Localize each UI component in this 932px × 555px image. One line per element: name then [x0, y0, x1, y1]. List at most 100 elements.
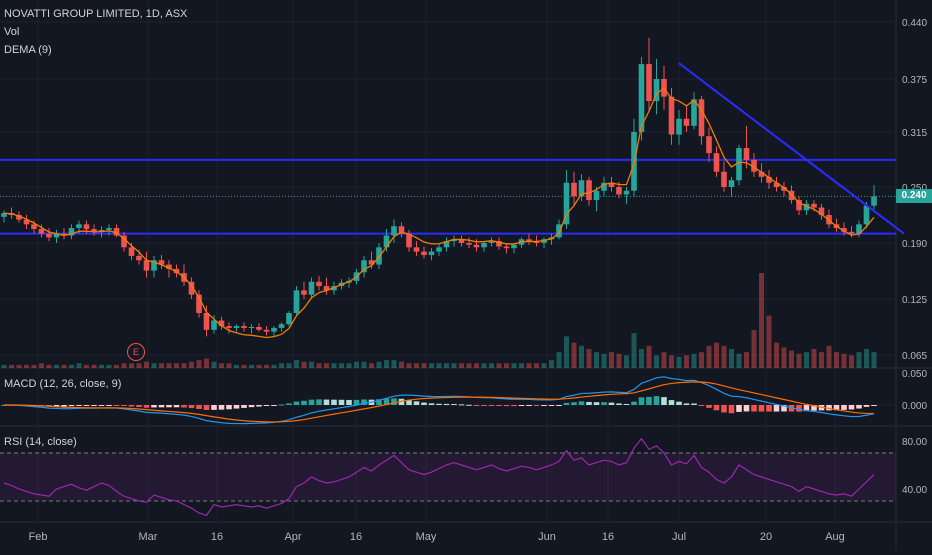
- signal-line: [3, 381, 875, 423]
- rsi-legend: RSI (14, close): [4, 436, 77, 448]
- candle-body: [46, 233, 52, 238]
- volume-bar: [571, 342, 577, 368]
- candle-body: [218, 320, 225, 327]
- candle-body: [98, 229, 105, 232]
- macd-histogram-bar: [488, 405, 495, 406]
- candle-body: [233, 326, 240, 328]
- macd-histogram-bar: [706, 405, 712, 408]
- macd-histogram-bar: [721, 405, 727, 413]
- candle-body: [406, 233, 412, 248]
- x-axis-tick-label: Apr: [284, 531, 301, 543]
- macd-histogram-bar: [421, 402, 427, 405]
- candle-body: [773, 182, 780, 187]
- macd-histogram-bar: [451, 404, 457, 406]
- volume-bar: [339, 363, 344, 368]
- volume-bar: [421, 363, 427, 368]
- candle-body: [121, 235, 127, 248]
- macd-histogram-bar: [556, 405, 562, 406]
- volume-bar: [609, 352, 614, 368]
- macd-histogram-bar: [608, 402, 615, 405]
- candle-body: [241, 326, 247, 328]
- volume-bar: [654, 355, 659, 368]
- candle-body: [458, 239, 465, 243]
- volume-bar: [639, 349, 644, 368]
- volume-bar: [324, 363, 329, 368]
- macd-histogram-bar: [331, 399, 337, 405]
- candle-body: [488, 241, 495, 243]
- candle-body: [848, 231, 855, 234]
- candle-body: [736, 148, 742, 181]
- volume-bar: [586, 349, 592, 368]
- volume-bar: [511, 363, 517, 368]
- candle-body: [826, 215, 832, 225]
- macd-histogram-bar: [841, 405, 847, 410]
- candle-body: [691, 99, 697, 126]
- candle-body: [53, 233, 60, 238]
- macd-histogram-bar: [848, 405, 855, 410]
- candle-body: [706, 136, 712, 154]
- macd-histogram-bar: [308, 399, 315, 405]
- candle-body: [413, 247, 420, 252]
- volume-bar: [24, 364, 29, 368]
- volume-bar: [211, 361, 217, 368]
- candle-body: [391, 226, 397, 236]
- candle-body: [361, 260, 367, 273]
- candle-body: [113, 228, 120, 236]
- macd-histogram-bar: [458, 404, 465, 406]
- macd-histogram-bar: [811, 405, 817, 411]
- volume-bar: [414, 363, 419, 368]
- last-price-badge: 0.240: [896, 189, 932, 204]
- candle-body: [856, 224, 862, 234]
- volume-bar: [729, 349, 734, 368]
- volume-bar: [159, 363, 164, 368]
- volume-bar: [189, 361, 194, 368]
- volume-bar: [616, 353, 622, 368]
- volume-bar: [129, 363, 134, 368]
- macd-histogram-bar: [788, 405, 795, 412]
- earnings-event-marker[interactable]: E: [127, 343, 145, 361]
- volume-bar: [84, 364, 89, 368]
- candle-body: [623, 190, 630, 195]
- macd-histogram-bar: [316, 399, 322, 405]
- candle-body: [871, 196, 877, 206]
- macd-histogram-bar: [143, 405, 150, 408]
- macd-histogram-bar: [203, 405, 210, 411]
- candle-body: [278, 324, 285, 328]
- volume-bar: [459, 363, 464, 368]
- candle-body: [511, 244, 517, 249]
- candle-body: [676, 118, 682, 135]
- volume-bar: [271, 364, 277, 368]
- volume-bar: [751, 330, 757, 368]
- rsi-line: [3, 437, 875, 517]
- volume-bar: [826, 345, 832, 368]
- candle-body: [106, 228, 112, 230]
- candle-body: [188, 281, 195, 295]
- candle-body: [61, 233, 67, 236]
- volume-bar: [376, 361, 382, 368]
- macd-histogram-bar: [188, 405, 195, 409]
- candle-body: [743, 148, 750, 160]
- volume-bar: [46, 364, 52, 368]
- volume-bar: [474, 363, 479, 368]
- candle-body: [196, 294, 202, 313]
- volume-bar: [451, 363, 457, 368]
- volume-bar: [9, 364, 14, 368]
- volume-bar: [121, 363, 127, 368]
- candle-body: [143, 260, 150, 271]
- macd-histogram-bar: [233, 405, 240, 409]
- candle-body: [713, 153, 720, 172]
- volume-bar: [354, 361, 359, 368]
- macd-histogram-bar: [301, 400, 307, 405]
- macd-histogram-bar: [248, 405, 255, 408]
- macd-histogram-bar: [361, 399, 367, 405]
- candle-body: [203, 313, 210, 330]
- macd-histogram-bar: [466, 404, 472, 406]
- candle-body: [248, 327, 255, 328]
- candle-body: [323, 286, 330, 291]
- candle-body: [1, 213, 7, 217]
- macd-histogram-bar: [166, 405, 172, 408]
- volume-bar: [136, 363, 142, 368]
- candle-body: [721, 171, 727, 187]
